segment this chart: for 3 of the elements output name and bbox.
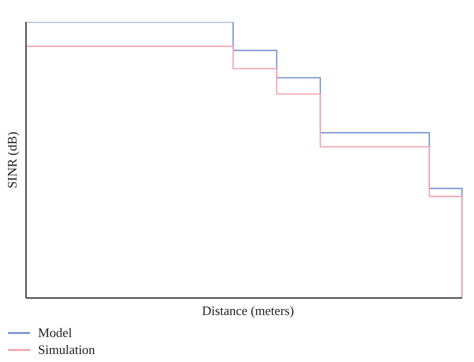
legend-label: Model [38, 324, 72, 341]
legend-label: Simulation [38, 341, 96, 358]
x-axis-title: Distance (meters) [202, 303, 294, 318]
